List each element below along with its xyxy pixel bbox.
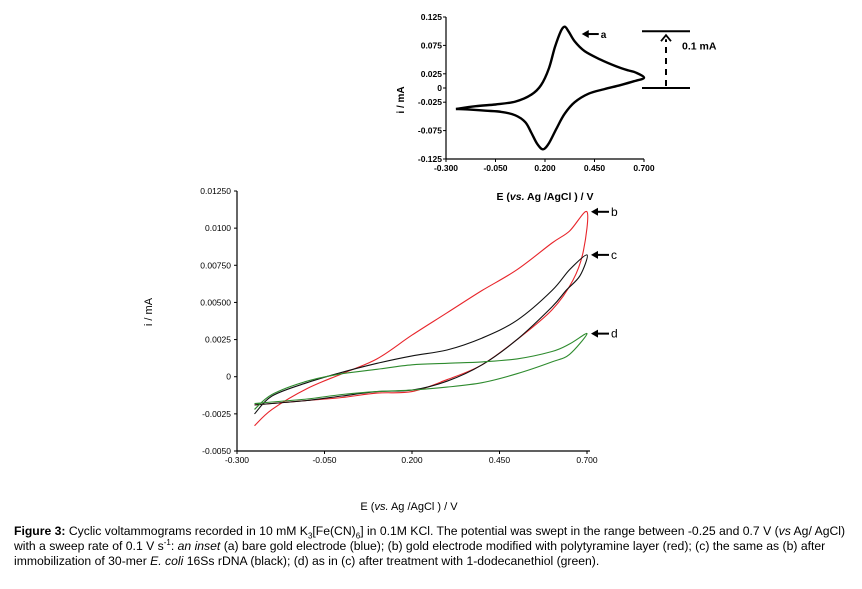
main-y-tick-label: 0.00500 xyxy=(200,297,231,307)
inset-arrow-a xyxy=(581,30,599,39)
caption-text-3: ] in 0.1M KCl. The potential was swept i… xyxy=(360,524,779,538)
main-y-tick-label: 0.00750 xyxy=(200,260,231,270)
main-label-c: c xyxy=(611,248,617,262)
figure-caption: Figure 3: Cyclic voltammograms recorded … xyxy=(14,524,859,569)
caption-text-7: 16Ss rDNA (black); (d) as in (c) after t… xyxy=(183,554,600,568)
inset-series-group xyxy=(455,25,646,151)
inset-series-a xyxy=(455,25,646,151)
main-chart: 0.01250 0.0100 0.00750 0.00500 0.0025 0 -0.002… xyxy=(143,186,618,513)
caption-inset: an inset xyxy=(177,539,221,553)
main-series-b xyxy=(254,210,589,427)
inset-x-tick-label: 0.450 xyxy=(584,163,606,173)
main-label-d: d xyxy=(611,327,618,341)
caption-text-6: (a) bare gold electrode (blue); (b) gold… xyxy=(14,539,826,568)
main-arrow-c xyxy=(591,250,609,259)
scale-bar-annotation: 0.1 mA xyxy=(642,30,717,89)
inset-x-axis-label: E (vs. Ag /AgCl ) / V xyxy=(496,191,593,203)
inset-x-tick-label: -0.300 xyxy=(434,163,458,173)
inset-y-ticks: 0.125 0.075 0.025 0 -0.025 -0.075 -0.125 xyxy=(418,12,446,164)
inset-y-tick-label: -0.025 xyxy=(418,97,442,107)
inset-x-tick-label: -0.050 xyxy=(483,163,507,173)
main-x-tick-label: 0.200 xyxy=(401,455,423,465)
main-x-axis-label: E (vs. Ag /AgCl ) / V xyxy=(360,501,458,513)
main-y-ticks: 0.01250 0.0100 0.00750 0.00500 0.0025 0 -0.002… xyxy=(200,186,237,456)
main-y-tick-label: 0.01250 xyxy=(200,186,231,196)
caption-label: Figure 3: xyxy=(14,524,66,538)
main-label-b: b xyxy=(611,205,618,219)
main-series-d xyxy=(254,332,588,410)
caption-sub-1: 3 xyxy=(307,531,313,541)
caption-text-5: : xyxy=(170,539,178,553)
inset-y-axis-label: i / mA xyxy=(396,86,407,113)
main-arrow-d xyxy=(591,329,609,338)
main-y-tick-label: 0.0100 xyxy=(205,223,231,233)
inset-label-a: a xyxy=(601,30,607,41)
caption-text-2: [Fe(CN) xyxy=(312,524,356,538)
scale-bar-arrowhead xyxy=(660,33,672,42)
main-x-tick-label: -0.300 xyxy=(225,455,249,465)
inset-y-tick-label: 0.025 xyxy=(421,69,443,79)
inset-y-tick-label: -0.125 xyxy=(418,154,442,164)
main-y-axis-label: i / mA xyxy=(143,297,155,326)
main-x-ticks: -0.300 -0.050 0.200 0.450 0.700 xyxy=(225,451,598,465)
main-x-tick-label: 0.450 xyxy=(489,455,511,465)
inset-y-tick-label: 0 xyxy=(437,83,442,93)
inset-series-labels: a xyxy=(581,30,607,41)
main-y-tick-label: 0.0025 xyxy=(205,335,231,345)
caption-vs: vs xyxy=(778,524,791,538)
main-arrow-b xyxy=(591,207,609,216)
figure-canvas: 0.125 0.075 0.025 0 -0.025 -0.075 -0.125 -0.30… xyxy=(143,12,717,513)
main-series-labels: b c d xyxy=(591,205,618,341)
caption-text-1: Cyclic voltammograms recorded in 10 mM K xyxy=(65,524,308,538)
inset-chart: 0.125 0.075 0.025 0 -0.025 -0.075 -0.125 -0.30… xyxy=(396,12,717,203)
caption-text-4: Ag/ AgCl) with a sweep rate of 0.1 V s xyxy=(14,524,846,553)
caption-sup: -1 xyxy=(163,537,171,547)
main-series-group xyxy=(254,210,589,427)
main-x-tick-label: -0.050 xyxy=(312,455,336,465)
main-x-tick-label: 0.700 xyxy=(576,455,598,465)
inset-x-ticks: -0.300 -0.050 0.200 0.450 0.700 xyxy=(434,159,655,173)
caption-sub-2: 6 xyxy=(355,531,361,541)
caption-species: E. coli xyxy=(150,554,184,568)
inset-y-tick-label: 0.075 xyxy=(421,40,443,50)
main-y-tick-label: -0.0025 xyxy=(202,409,231,419)
inset-x-tick-label: 0.700 xyxy=(633,163,655,173)
inset-y-tick-label: 0.125 xyxy=(421,12,443,22)
main-y-tick-label: 0 xyxy=(226,372,231,382)
scale-bar-label: 0.1 mA xyxy=(682,41,717,53)
inset-y-tick-label: -0.075 xyxy=(418,126,442,136)
inset-x-tick-label: 0.200 xyxy=(534,163,556,173)
main-y-tick-label: -0.0050 xyxy=(202,446,231,456)
